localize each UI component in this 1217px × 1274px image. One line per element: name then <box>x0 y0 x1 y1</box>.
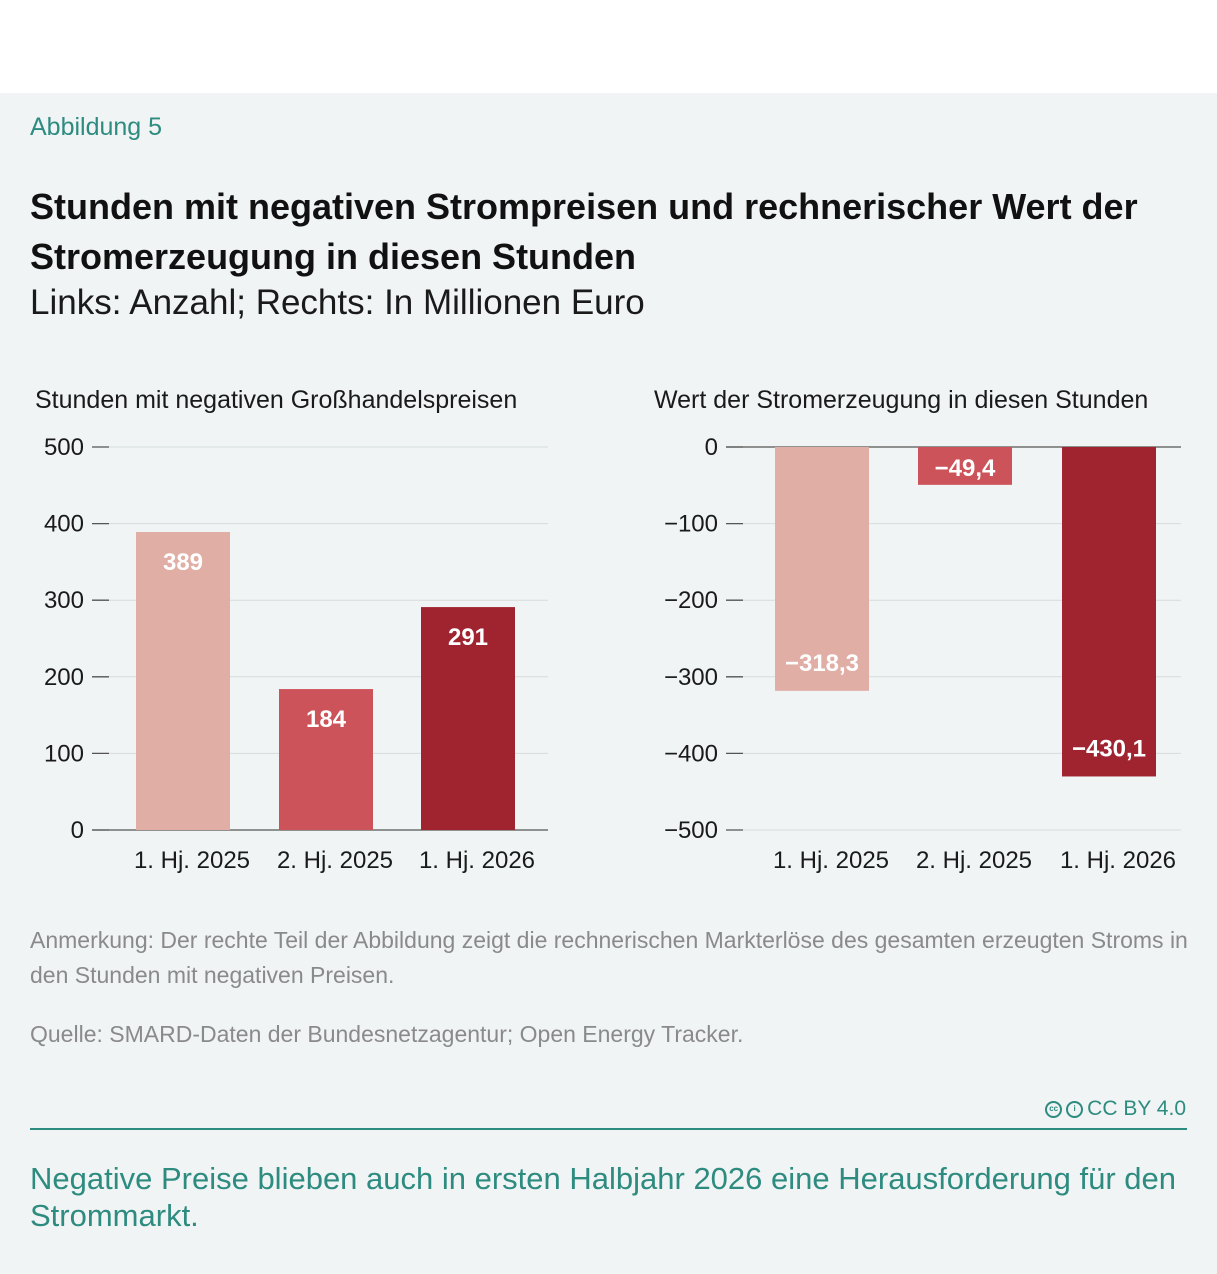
figure-title: Stunden mit negativen Strompreisen und r… <box>30 186 1138 277</box>
figure-subtitle: Links: Anzahl; Rechts: In Millionen Euro <box>30 283 645 322</box>
license-text: CC BY 4.0 <box>1087 1097 1186 1120</box>
figure-label: Abbildung 5 <box>30 113 163 141</box>
right-x-category-label: 2. Hj. 2025 <box>916 847 1032 874</box>
left-y-tick-label: 100 <box>44 740 84 767</box>
divider-rule <box>30 1128 1187 1130</box>
right-y-tick-label: −400 <box>664 740 718 767</box>
right-bar <box>775 447 869 691</box>
left-x-category-label: 1. Hj. 2026 <box>419 847 535 874</box>
right-y-tick-label: −100 <box>664 511 718 538</box>
left-bar-value-label: 184 <box>306 706 347 733</box>
license-badge[interactable]: cc i CC BY 4.0 <box>1045 1097 1186 1121</box>
right-bar-value-label: −318,3 <box>785 650 859 677</box>
left-bar <box>279 689 373 830</box>
left-bar-value-label: 291 <box>448 624 488 651</box>
right-x-category-label: 1. Hj. 2025 <box>773 847 889 874</box>
figure-caption: Negative Preise blieben auch in ersten H… <box>30 1161 1177 1233</box>
left-bar <box>136 532 230 830</box>
bar-charts: 0 100 200 300 400 500 389 1. Hj. 2025 184 2. Hj. … <box>44 434 1181 874</box>
right-y-tick-label: −500 <box>664 817 718 844</box>
right-bar <box>918 447 1012 485</box>
left-x-category-label: 1. Hj. 2025 <box>134 847 250 874</box>
left-chart-title: Stunden mit negativen Großhandelspreisen <box>35 386 518 414</box>
right-x-category-label: 1. Hj. 2026 <box>1060 847 1176 874</box>
right-y-tick-label: 0 <box>705 434 718 461</box>
right-y-tick-label: −200 <box>664 587 718 614</box>
right-bar-value-label: −430,1 <box>1072 735 1146 762</box>
note-text: Anmerkung: Der rechte Teil der Abbildung… <box>30 927 1188 988</box>
left-y-tick-label: 400 <box>44 511 84 538</box>
right-y-tick-label: −300 <box>664 664 718 691</box>
left-y-tick-label: 300 <box>44 587 84 614</box>
left-bar-value-label: 389 <box>163 549 203 576</box>
right-bar-value-label: −49,4 <box>935 455 996 482</box>
left-y-tick-label: 0 <box>71 817 84 844</box>
left-y-tick-label: 500 <box>44 434 84 461</box>
cc-icon: cc <box>1045 1100 1063 1118</box>
left-bar <box>421 607 515 830</box>
left-y-tick-label: 200 <box>44 664 84 691</box>
source-text: Quelle: SMARD-Daten der Bundesnetzagentu… <box>30 1021 744 1047</box>
right-chart-title: Wert der Stromerzeugung in diesen Stunde… <box>654 386 1149 414</box>
left-x-category-label: 2. Hj. 2025 <box>277 847 393 874</box>
right-bar <box>1062 447 1156 777</box>
by-person-icon: i <box>1066 1100 1084 1118</box>
